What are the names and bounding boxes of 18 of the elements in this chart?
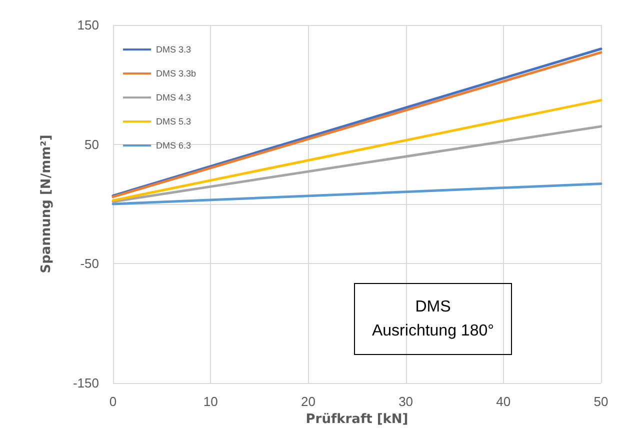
x-tick-label: 40 (496, 394, 511, 409)
x-tick-label: 30 (398, 394, 414, 409)
x-tick-label: 50 (594, 394, 608, 409)
legend-label: DMS 3.3 (156, 44, 192, 54)
x-axis-title: Prüfkraft [kN] (306, 412, 408, 427)
legend-label: DMS 4.3 (156, 92, 192, 102)
y-tick-label: -150 (72, 376, 99, 390)
legend-label: DMS 6.3 (156, 140, 192, 150)
annotation: DMS Ausrichtung 180° (372, 298, 494, 340)
y-tick-label: 150 (77, 18, 99, 32)
x-tick-label: 10 (203, 394, 218, 409)
x-tick-label: 20 (300, 394, 316, 409)
y-tick-label: -50 (80, 256, 99, 272)
y-tick-label: 50 (84, 136, 99, 152)
y-axis-title: Spannung [N/mm²] (39, 134, 54, 274)
legend-label: DMS 5.3 (156, 116, 192, 126)
x-tick-label: 0 (109, 394, 117, 409)
legend-label: DMS 3.3b (156, 68, 196, 78)
